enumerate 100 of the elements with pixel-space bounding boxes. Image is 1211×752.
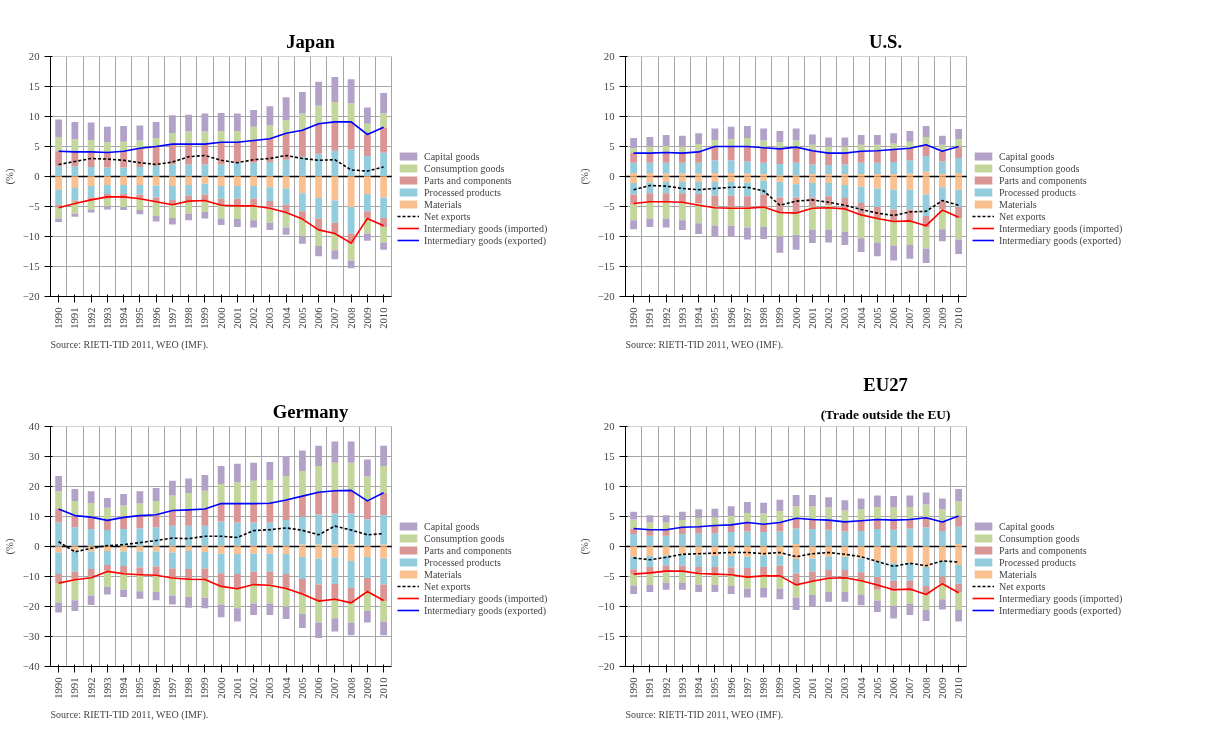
- y-tick-label: 0: [609, 541, 615, 552]
- y-tick-label: 10: [603, 111, 615, 122]
- x-tick-label: 1990: [628, 307, 640, 329]
- legend-label: Net exports: [999, 580, 1046, 592]
- x-tick-label: 1992: [660, 307, 672, 329]
- x-tick-label: 2002: [248, 677, 260, 699]
- x-tick-label: 2006: [313, 306, 325, 329]
- legend-label: Capital goods: [999, 520, 1055, 532]
- legend-label: Intermediary goods (exported): [999, 604, 1122, 616]
- legend-label: Consumption goods: [424, 532, 505, 544]
- x-tick-label: 2001: [806, 307, 818, 329]
- x-tick-label: 2005: [871, 677, 883, 699]
- y-tick-label: −5: [28, 201, 40, 212]
- x-tick-label: 1993: [676, 307, 688, 329]
- y-tick-label: 5: [609, 141, 615, 152]
- x-tick-label: 1993: [101, 677, 113, 699]
- x-tick-label: 1990: [628, 677, 640, 699]
- y-tick-label: 0: [609, 171, 615, 182]
- x-tick-label: 1991: [69, 677, 81, 699]
- y-tick-label: 5: [609, 511, 615, 522]
- y-tick-label: −10: [597, 601, 615, 612]
- chart-title: Germany: [272, 400, 349, 422]
- y-tick-label: −40: [22, 661, 40, 672]
- x-tick-label: 2003: [839, 677, 851, 699]
- x-tick-label: 2007: [329, 306, 341, 329]
- x-tick-label: 2009: [936, 307, 948, 329]
- legend-label: Net exports: [999, 210, 1046, 222]
- legend-label: Materials: [999, 198, 1037, 210]
- x-tick-label: 2000: [215, 677, 227, 699]
- x-tick-label: 1995: [709, 677, 721, 699]
- x-tick-label: 2002: [823, 307, 835, 329]
- legend-label: Parts and components: [424, 544, 512, 556]
- x-tick-label: 1992: [85, 307, 97, 329]
- legend-label: Materials: [424, 198, 462, 210]
- legend-label: Parts and components: [999, 544, 1087, 556]
- x-tick-label: 2003: [264, 677, 276, 699]
- x-tick-label: 1998: [758, 307, 770, 329]
- x-tick-label: 2008: [345, 677, 357, 699]
- legend-label: Net exports: [424, 580, 471, 592]
- x-tick-label: 2001: [806, 677, 818, 699]
- y-tick-label: −10: [597, 231, 615, 242]
- x-tick-label: 2009: [936, 677, 948, 699]
- legend-label: Consumption goods: [999, 532, 1080, 544]
- y-tick-label: 15: [603, 81, 615, 92]
- y-tick-label: 20: [603, 51, 615, 62]
- x-tick-label: 1999: [774, 677, 786, 699]
- x-tick-label: 2006: [888, 306, 900, 329]
- y-tick-label: −5: [603, 201, 615, 212]
- x-tick-label: 2010: [953, 307, 965, 329]
- x-tick-label: 2003: [839, 307, 851, 329]
- x-tick-label: 2009: [361, 307, 373, 329]
- x-tick-label: 1994: [693, 676, 705, 699]
- y-tick-label: −15: [597, 261, 615, 272]
- legend-label: Consumption goods: [424, 162, 505, 174]
- x-tick-label: 2000: [790, 307, 802, 329]
- x-tick-label: 1999: [199, 677, 211, 699]
- x-tick-label: 2008: [920, 677, 932, 699]
- x-tick-label: 1997: [741, 676, 753, 699]
- x-tick-label: 1998: [758, 677, 770, 699]
- x-tick-label: 1993: [676, 677, 688, 699]
- y-tick-label: −20: [597, 291, 615, 302]
- x-tick-label: 2008: [920, 307, 932, 329]
- x-tick-label: 1990: [53, 307, 65, 329]
- legend-label: Intermediary goods (imported): [424, 592, 548, 604]
- y-axis-title: (%): [578, 168, 591, 185]
- y-tick-label: 20: [603, 421, 615, 432]
- legend-label: Consumption goods: [999, 162, 1080, 174]
- y-tick-label: 15: [603, 451, 615, 462]
- legend-label: Parts and components: [424, 174, 512, 186]
- y-tick-label: 0: [34, 171, 40, 182]
- x-tick-label: 2001: [231, 307, 243, 329]
- legend-label: Net exports: [424, 210, 471, 222]
- legend-label: Processed products: [999, 186, 1076, 198]
- x-tick-label: 1991: [644, 677, 656, 699]
- x-tick-label: 1995: [709, 307, 721, 329]
- y-tick-label: 0: [34, 541, 40, 552]
- legend-label: Capital goods: [424, 150, 480, 162]
- x-tick-label: 2005: [296, 677, 308, 699]
- x-tick-label: 2002: [248, 307, 260, 329]
- x-tick-label: 2004: [855, 676, 867, 699]
- legend-label: Capital goods: [999, 150, 1055, 162]
- legend-label: Intermediary goods (imported): [999, 222, 1123, 234]
- y-tick-label: 10: [28, 111, 40, 122]
- x-tick-label: 1999: [774, 307, 786, 329]
- y-axis-title: (%): [578, 538, 591, 555]
- chart-title: Japan: [286, 30, 336, 52]
- x-tick-label: 2006: [888, 676, 900, 699]
- legend-label: Processed products: [999, 556, 1076, 568]
- legend-label: Intermediary goods (imported): [999, 592, 1123, 604]
- y-tick-label: 10: [603, 481, 615, 492]
- y-tick-label: −20: [22, 601, 40, 612]
- x-tick-label: 1996: [725, 676, 737, 699]
- x-tick-label: 1994: [118, 306, 130, 329]
- x-tick-label: 1991: [644, 307, 656, 329]
- x-tick-label: 1994: [693, 306, 705, 329]
- x-tick-label: 2010: [378, 307, 390, 329]
- x-tick-label: 1997: [166, 306, 178, 329]
- y-axis-title: (%): [3, 538, 16, 555]
- legend-label: Parts and components: [999, 174, 1087, 186]
- x-tick-label: 2007: [904, 306, 916, 329]
